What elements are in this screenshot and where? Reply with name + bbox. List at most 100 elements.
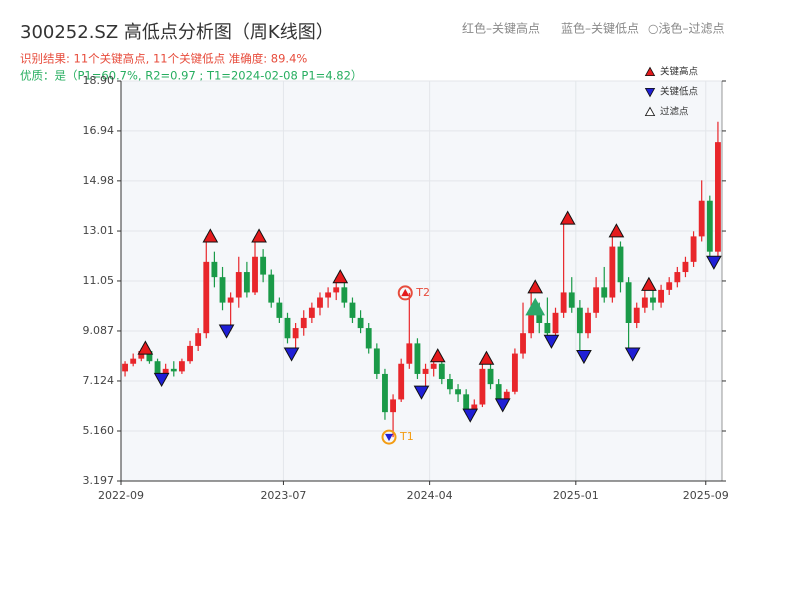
candle-body bbox=[690, 236, 697, 262]
candle-body bbox=[382, 373, 388, 413]
marker bbox=[624, 347, 641, 362]
candle-body bbox=[219, 277, 226, 303]
candle-body bbox=[406, 343, 413, 364]
candle-body bbox=[641, 297, 648, 308]
candle-body bbox=[414, 343, 421, 374]
candle-body bbox=[187, 345, 193, 362]
candle-body bbox=[666, 282, 673, 290]
legend-swatch bbox=[644, 88, 656, 98]
candle-body bbox=[698, 200, 705, 237]
candle-body bbox=[447, 379, 453, 390]
marker bbox=[559, 210, 576, 225]
candle-body bbox=[365, 328, 372, 349]
candle-body bbox=[650, 297, 656, 303]
annotation-label: T2 bbox=[415, 286, 430, 299]
marker bbox=[413, 385, 430, 400]
subtitle: 识别结果: 11个关键高点, 11个关键低点 准确度: 89.4% bbox=[20, 52, 307, 66]
candle-body bbox=[503, 391, 510, 400]
candle-body bbox=[146, 351, 153, 362]
header-note: ○浅色–过滤点 bbox=[648, 22, 724, 36]
candle-body bbox=[325, 292, 332, 298]
candle-body bbox=[154, 361, 161, 374]
y-tick-label: 5.160 bbox=[83, 424, 115, 437]
candle-body bbox=[495, 384, 502, 400]
candle-body bbox=[203, 261, 210, 334]
candle-body bbox=[341, 287, 348, 303]
annotation-marker bbox=[381, 429, 397, 445]
candle-body bbox=[300, 317, 307, 329]
candle-body bbox=[243, 272, 250, 293]
candle-body bbox=[170, 368, 177, 372]
marker bbox=[543, 334, 560, 349]
header-note: 红色–关键高点 bbox=[462, 21, 540, 36]
candle-body bbox=[576, 307, 583, 334]
candle-body bbox=[438, 363, 445, 380]
candle-body bbox=[308, 307, 315, 318]
y-tick-label: 14.98 bbox=[83, 174, 115, 187]
candle-body bbox=[195, 333, 202, 346]
legend-label: 关键低点 bbox=[660, 86, 699, 98]
candle-body bbox=[276, 302, 283, 318]
candle-body bbox=[560, 292, 567, 313]
candle-body bbox=[633, 307, 640, 323]
candle-body bbox=[544, 322, 551, 334]
candle-body bbox=[373, 348, 380, 374]
candle-body bbox=[252, 256, 258, 293]
candle-body bbox=[487, 368, 494, 385]
candle-body bbox=[658, 289, 665, 303]
candle-body bbox=[479, 368, 486, 405]
marker bbox=[251, 228, 267, 243]
candle-body bbox=[211, 261, 218, 278]
candle-body bbox=[284, 317, 291, 339]
candle-body bbox=[617, 246, 624, 283]
marker bbox=[332, 269, 349, 284]
y-tick-label: 13.01 bbox=[83, 224, 115, 237]
candle-body bbox=[520, 333, 526, 354]
candle-body bbox=[260, 256, 267, 275]
y-tick-label: 9.087 bbox=[83, 324, 115, 337]
candle-body bbox=[162, 368, 169, 374]
candle-body bbox=[536, 312, 543, 323]
candle-body bbox=[122, 363, 128, 372]
chart-title: 300252.SZ 高低点分析图（周K线图） bbox=[20, 22, 334, 43]
header-note: 蓝色–关键低点 bbox=[561, 22, 639, 36]
marker bbox=[641, 276, 657, 291]
candle-body bbox=[682, 261, 689, 273]
annotation-marker bbox=[401, 288, 410, 297]
legend-swatch bbox=[644, 106, 656, 116]
candle-body bbox=[463, 394, 470, 410]
candle-body bbox=[138, 351, 145, 359]
candle-body bbox=[552, 312, 559, 334]
legend-label: 过滤点 bbox=[660, 106, 689, 118]
candle-body bbox=[357, 317, 364, 329]
candle-body bbox=[715, 142, 721, 252]
x-tick-label: 2025-09 bbox=[683, 489, 729, 502]
candle-body bbox=[422, 368, 429, 374]
candle-body bbox=[398, 363, 405, 400]
candle-body bbox=[593, 287, 600, 313]
marker bbox=[608, 223, 625, 238]
y-tick-label: 16.94 bbox=[83, 124, 115, 137]
annotation-marker bbox=[397, 285, 413, 301]
candle-body bbox=[706, 200, 713, 252]
y-tick-label: 7.124 bbox=[83, 374, 115, 387]
marker bbox=[153, 372, 170, 388]
candle-body bbox=[609, 246, 616, 298]
marker bbox=[429, 348, 446, 363]
marker bbox=[527, 279, 544, 294]
candle-body bbox=[390, 399, 396, 413]
candle-body bbox=[292, 328, 299, 339]
candle-body bbox=[528, 312, 535, 334]
marker bbox=[706, 255, 722, 270]
x-tick-label: 2025-01 bbox=[553, 489, 599, 502]
marker bbox=[218, 324, 235, 339]
marker bbox=[137, 340, 154, 355]
annotation-marker bbox=[385, 433, 394, 442]
marker bbox=[462, 408, 479, 423]
marker bbox=[494, 398, 511, 413]
marker bbox=[202, 228, 219, 243]
candle-body bbox=[625, 282, 632, 323]
x-tick-label: 2023-07 bbox=[260, 489, 306, 502]
candle-body bbox=[317, 297, 323, 308]
